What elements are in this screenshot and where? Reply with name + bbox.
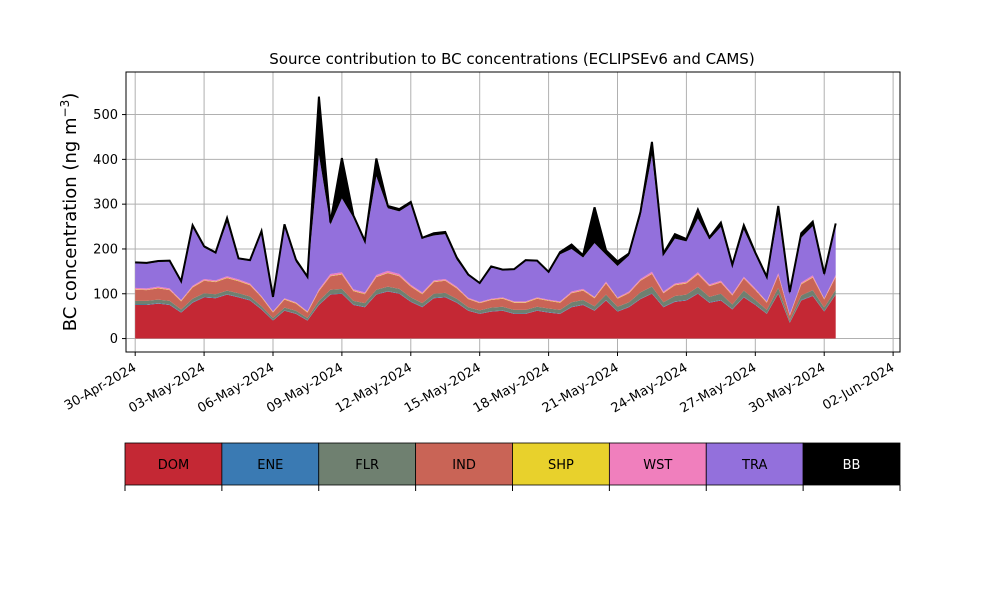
y-axis-label-superscript: −3 — [58, 100, 72, 118]
legend: DOM ENE FLR IND SHP WST TRA BB — [124, 442, 901, 491]
y-axis-label: BC concentration (ng m−3) — [58, 93, 81, 332]
y-tick-label: 500 — [93, 108, 118, 123]
legend-swatch-bb — [802, 442, 901, 486]
y-axis-label-close: ) — [60, 93, 81, 100]
y-axis-label-main: BC concentration (ng m — [60, 117, 81, 331]
series-area-tra — [135, 154, 836, 315]
y-tick-label: 300 — [93, 198, 118, 213]
legend-swatch-shp — [512, 442, 610, 486]
legend-swatch-tra — [705, 442, 804, 486]
series-area-dom — [135, 291, 836, 339]
legend-swatch-flr — [318, 442, 417, 486]
chart-title: Source contribution to BC concentrations… — [269, 50, 754, 68]
total-outline — [135, 96, 837, 298]
legend-label-ind: IND — [452, 458, 476, 473]
legend-swatch-wst — [608, 442, 707, 486]
legend-swatch-ene — [221, 442, 320, 486]
y-tick-label: 0 — [110, 332, 118, 347]
legend-label-shp: SHP — [548, 458, 574, 473]
legend-label-wst: WST — [643, 458, 672, 473]
legend-swatch-dom — [124, 442, 223, 486]
y-tick-label: 400 — [93, 153, 118, 168]
legend-label-ene: ENE — [257, 458, 283, 473]
legend-label-tra: TRA — [741, 458, 767, 473]
y-tick-label: 100 — [93, 287, 118, 302]
series-area-ind — [135, 273, 836, 321]
legend-label-flr: FLR — [355, 458, 379, 473]
legend-label-dom: DOM — [158, 458, 189, 473]
y-tick-label: 200 — [93, 242, 118, 257]
axes-frame — [125, 71, 901, 353]
legend-label-bb: BB — [843, 458, 861, 473]
